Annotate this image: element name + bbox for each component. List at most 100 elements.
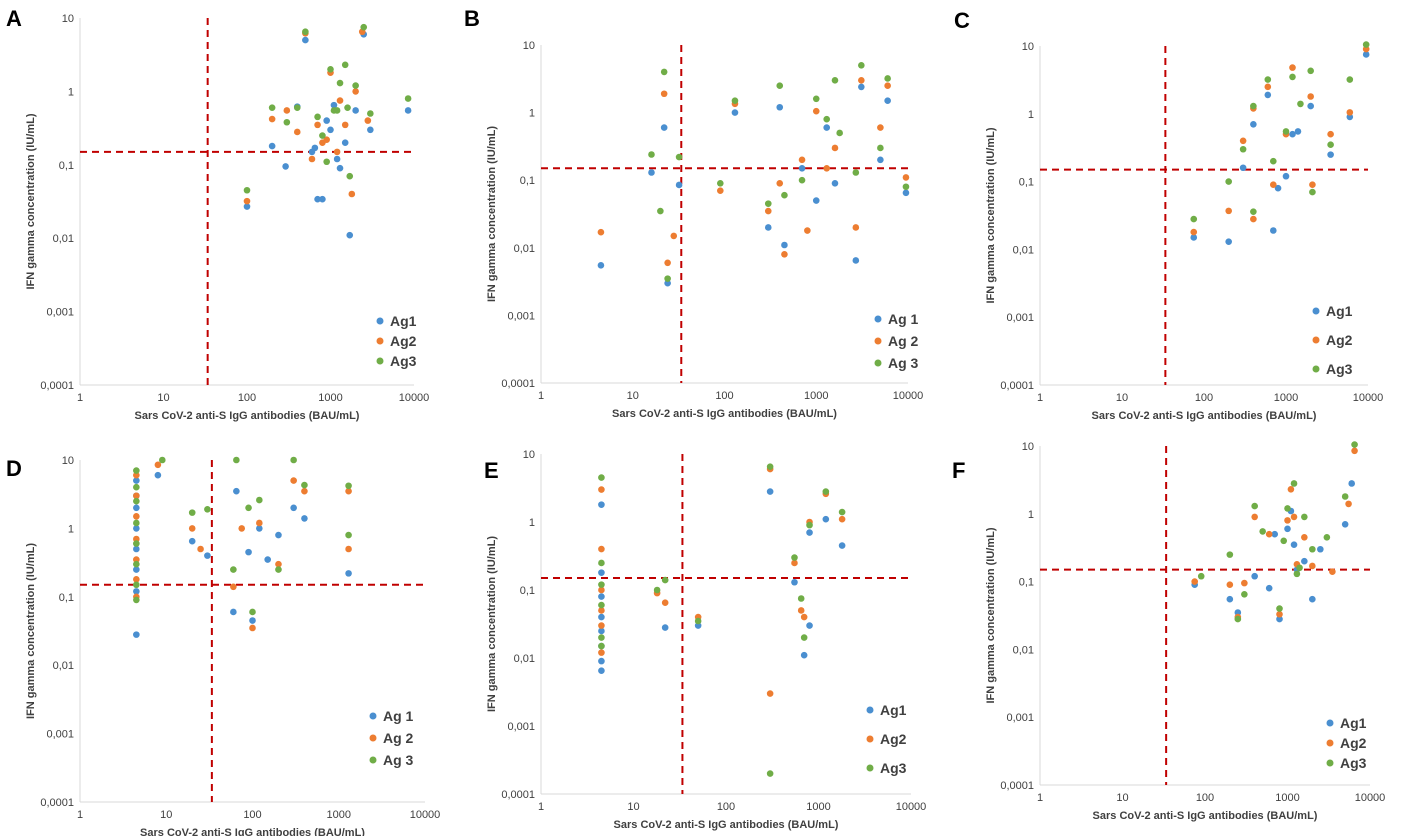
legend-label: Ag2 [390, 333, 417, 349]
point-ag2 [230, 583, 237, 591]
x-tick-label: 10 [627, 390, 639, 402]
point-ag1 [798, 164, 806, 172]
point-ag2 [1301, 534, 1308, 541]
point-ag3 [360, 23, 368, 31]
point-ag3 [1297, 100, 1304, 108]
y-tick-label: 0,1 [59, 160, 74, 172]
point-ag1 [1282, 172, 1290, 180]
point-ag1 [731, 109, 739, 116]
point-ag2 [275, 560, 282, 568]
point-ag1 [660, 124, 668, 131]
point-ag1 [598, 667, 605, 675]
point-ag1 [823, 124, 831, 131]
point-ag3 [290, 456, 297, 464]
point-ag3 [1269, 157, 1277, 165]
point-ag3 [831, 77, 839, 84]
point-ag2 [598, 622, 605, 629]
y-tick-label: 0,01 [514, 653, 535, 665]
x-axis-title: Sars CoV-2 anti-S IgG antibodies (BAU/mL… [612, 408, 837, 420]
panel-label: F [952, 458, 966, 483]
point-ag3 [336, 79, 344, 87]
point-ag2 [902, 174, 910, 181]
point-ag2 [1241, 579, 1248, 587]
x-tick-label: 10 [1116, 792, 1128, 804]
point-ag1 [230, 608, 237, 616]
y-tick-label: 0,1 [520, 585, 535, 597]
point-ag3 [345, 482, 352, 490]
point-ag2 [812, 107, 820, 115]
legend-marker-ag2 [376, 337, 384, 345]
point-ag1 [661, 624, 669, 631]
point-ag1 [1226, 595, 1234, 603]
point-ag3 [852, 169, 860, 176]
point-ag1 [275, 531, 282, 539]
x-tick-label: 100 [1196, 792, 1214, 804]
y-tick-label: 10 [62, 13, 74, 25]
point-ag2 [364, 117, 372, 124]
x-tick-label: 1 [538, 390, 544, 402]
point-ag1 [1234, 609, 1242, 616]
scatter-chart: 1 10 100 1000 10000 0,0001 0,001 0,01 0,1 1 10 Sars… [25, 455, 441, 836]
x-tick-label: 10000 [896, 801, 927, 813]
point-ag1 [323, 117, 330, 124]
point-ag3 [776, 82, 784, 89]
point-ag2 [188, 525, 196, 532]
x-tick-label: 10 [1116, 392, 1128, 404]
x-axis-title: Sars CoV-2 anti-S IgG antibodies (BAU/mL… [1092, 410, 1317, 422]
legend-label: Ag1 [880, 702, 907, 718]
point-ag1 [333, 155, 341, 163]
point-ag1 [133, 545, 140, 553]
point-ag3 [1234, 615, 1242, 623]
point-ag2 [341, 121, 349, 129]
panel-c: C 1 10 100 1000 10000 0,0001 0,001 0,01 0,1 1 10 Sar… [940, 0, 1409, 422]
point-ag1 [282, 163, 289, 170]
x-tick-label: 1 [1037, 392, 1043, 404]
point-ag3 [648, 151, 655, 158]
point-ag2 [314, 121, 321, 129]
point-ag2 [838, 515, 846, 523]
y-tick-label: 10 [523, 449, 535, 461]
point-ag3 [1250, 208, 1257, 215]
point-ag2 [598, 486, 605, 493]
point-ag1 [791, 578, 798, 586]
point-ag1 [308, 148, 316, 156]
point-ag1 [345, 570, 352, 577]
legend-marker-ag3 [1326, 759, 1334, 767]
y-tick-label: 1 [68, 86, 74, 98]
point-ag1 [314, 195, 321, 203]
legend-marker-ag1 [1312, 307, 1320, 315]
x-tick-label: 10000 [1353, 392, 1384, 404]
point-ag1 [327, 126, 334, 134]
point-ag3 [800, 634, 808, 641]
point-ag2 [1251, 513, 1258, 521]
legend-label: Ag 2 [888, 333, 919, 349]
scatter-chart: 1 10 100 1000 10000 0,0001 0,001 0,01 0,1 1 10 Sars… [985, 41, 1384, 422]
point-ag3 [1282, 128, 1290, 135]
point-ag2 [133, 492, 140, 500]
point-ag2 [283, 107, 291, 114]
x-tick-label: 10000 [410, 809, 441, 821]
point-ag1 [806, 622, 813, 629]
point-ag1 [1289, 130, 1296, 138]
point-ag2 [1290, 513, 1298, 521]
point-ag3 [1241, 590, 1248, 598]
point-ag1 [1265, 584, 1273, 592]
point-ag3 [598, 581, 605, 588]
x-tick-label: 10000 [893, 390, 924, 402]
point-ag2 [800, 613, 808, 621]
point-ag1 [675, 181, 683, 189]
point-ag3 [823, 115, 831, 123]
point-ag2 [154, 461, 162, 469]
legend-label: Ag1 [390, 313, 417, 329]
point-ag2 [243, 197, 251, 205]
y-tick-label: 0,0001 [1000, 380, 1034, 392]
point-ag3 [245, 504, 252, 512]
point-ag2 [133, 535, 140, 543]
point-ag3 [812, 95, 820, 103]
point-ag3 [367, 110, 374, 117]
point-ag2 [1265, 530, 1273, 538]
point-ag1 [204, 552, 211, 559]
point-ag1 [133, 631, 140, 638]
point-ag3 [133, 540, 140, 547]
point-ag3 [764, 200, 772, 207]
